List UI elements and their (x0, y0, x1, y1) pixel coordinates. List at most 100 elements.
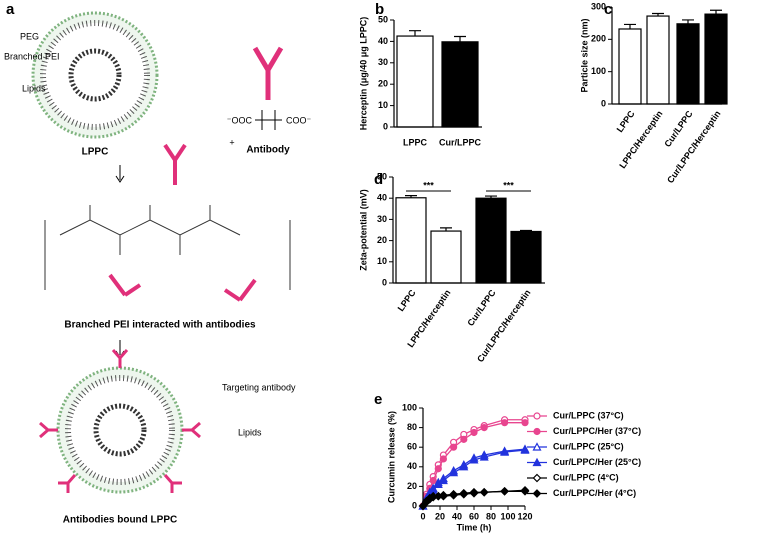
marker (532, 473, 542, 483)
marker (520, 486, 530, 496)
bar (676, 23, 700, 105)
y-tick-label: 40 (378, 36, 388, 46)
inner-core (68, 48, 122, 102)
marker (500, 486, 509, 496)
marker (533, 427, 541, 436)
y-tick-label: 40 (377, 193, 387, 203)
antibody-icon (252, 46, 284, 100)
label: Targeting antibody (222, 382, 296, 392)
bar (618, 28, 642, 105)
marker (532, 489, 542, 498)
bar (441, 41, 479, 128)
y-tick-label: 0 (382, 277, 387, 287)
x-tick-label: Cur/LPPC (439, 137, 482, 147)
marker (532, 457, 542, 467)
label: ⁻OOC (227, 115, 253, 125)
marker (439, 455, 447, 463)
y-tick-label: 80 (407, 422, 417, 432)
error-bar (405, 195, 417, 198)
bar (430, 230, 462, 284)
y-tick-label: 10 (377, 256, 387, 266)
marker (501, 419, 509, 427)
marker (470, 428, 478, 437)
marker (469, 455, 479, 464)
panel-label: d (374, 171, 383, 188)
arrow (115, 165, 125, 183)
error-bar (710, 9, 722, 15)
marker (429, 476, 437, 485)
x-tick-label: 100 (500, 511, 515, 521)
legend-label: Cur/LPPC/Her (4°C) (553, 488, 636, 498)
y-tick-label: 40 (407, 461, 417, 471)
legend-label: Cur/LPPC/Her (25°C) (553, 457, 641, 467)
y-tick-label: 20 (377, 235, 387, 245)
marker (500, 447, 510, 456)
antibodies (108, 143, 257, 302)
x-tick-label: LPPC (615, 108, 637, 134)
brackets (44, 220, 291, 290)
marker (532, 442, 542, 451)
marker (439, 491, 448, 501)
y-tick-label: 20 (378, 79, 388, 89)
label: Lipids (22, 83, 46, 93)
y-tick-label: 60 (407, 442, 417, 452)
pei-structure (59, 205, 241, 255)
bar (396, 35, 434, 128)
caption: Antibodies bound LPPC (63, 515, 177, 526)
legend-label: Cur/LPPC (37°C) (553, 410, 624, 420)
label: Branched PEI (4, 51, 60, 61)
x-tick-label: Cur/LPPC/Herceptin (665, 109, 723, 185)
label: LPPC (82, 147, 109, 158)
legend-label: Cur/LPPC (25°C) (553, 441, 624, 451)
bar (510, 230, 542, 284)
marker (479, 487, 489, 497)
bar (475, 197, 507, 284)
panel-label: c (604, 1, 612, 18)
panel-label: e (374, 391, 382, 408)
y-axis-label: Curcumin release (%) (386, 411, 396, 503)
panel-label: b (375, 1, 384, 18)
x-tick-label: LPPC (403, 137, 428, 147)
y-tick-label: 0 (601, 98, 606, 108)
marker (449, 467, 459, 477)
plus: + (229, 137, 234, 147)
marker (449, 490, 458, 500)
label: Lipids (238, 427, 262, 437)
x-tick-label: Cur/LPPC (465, 287, 498, 328)
bar (704, 13, 728, 105)
y-tick-label: 200 (591, 34, 606, 44)
error-bar (440, 227, 452, 232)
marker (533, 412, 541, 420)
y-tick-label: 100 (402, 402, 417, 412)
marker (459, 489, 469, 499)
y-axis-label: Particle size (nm) (579, 18, 589, 92)
y-axis-label: Zeta-potential (mV) (358, 189, 368, 271)
marker (450, 443, 458, 451)
label: Antibody (246, 145, 290, 156)
error-bar (485, 195, 497, 199)
error-bar (520, 229, 532, 232)
y-tick-label: 50 (377, 171, 387, 181)
x-tick-label: 40 (452, 511, 462, 521)
y-tick-label: 30 (377, 214, 387, 224)
annotation: *** (423, 180, 434, 190)
bar (395, 197, 427, 284)
caption: Branched PEI interacted with antibodies (64, 320, 256, 331)
x-tick-label: 0 (420, 511, 425, 521)
x-axis-label: Time (h) (457, 522, 492, 532)
y-tick-label: 10 (378, 100, 388, 110)
marker (459, 462, 469, 471)
error-bar (682, 19, 694, 24)
marker (438, 475, 448, 485)
label: PEG (20, 31, 39, 41)
x-tick-label: 80 (486, 511, 496, 521)
x-tick-label: 20 (435, 511, 445, 521)
legend-label: Cur/LPPC/Her (37°C) (553, 426, 641, 436)
y-tick-label: 100 (591, 66, 606, 76)
x-tick-label: 60 (469, 511, 479, 521)
marker (520, 445, 530, 454)
y-tick-label: 20 (407, 481, 417, 491)
label: COO⁻ (286, 115, 312, 125)
x-tick-label: 120 (517, 511, 532, 521)
